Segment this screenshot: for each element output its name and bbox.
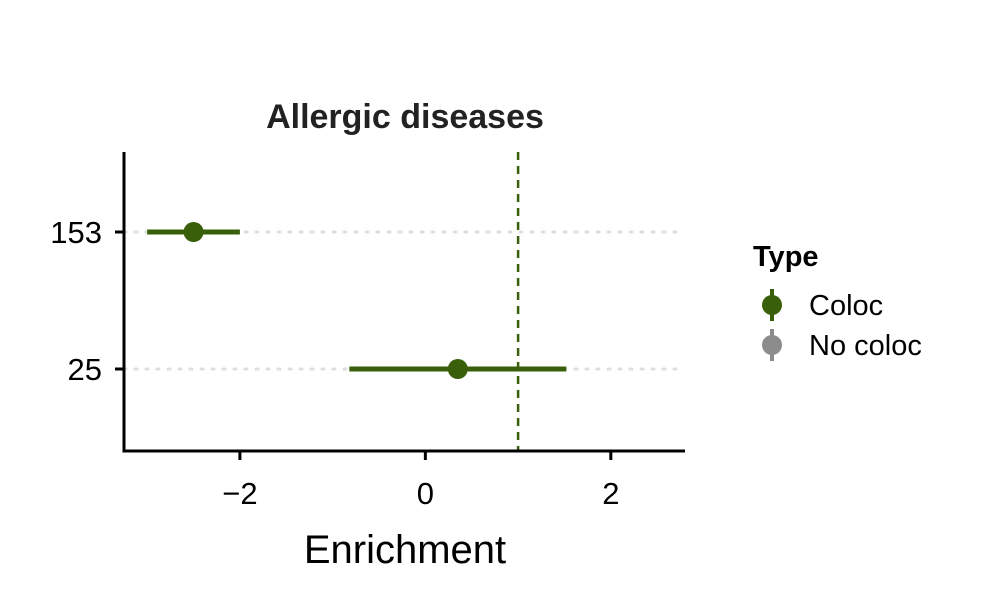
legend: Type Coloc No coloc — [753, 241, 922, 362]
x-axis-title: Enrichment — [304, 528, 506, 572]
y-tick-label: 153 — [50, 215, 102, 250]
data-layer — [147, 222, 567, 379]
chart-title: Allergic diseases — [266, 98, 544, 136]
x-tick-label: 2 — [602, 476, 619, 511]
data-point — [183, 222, 204, 242]
legend-key-point — [762, 295, 782, 315]
axes: 153 25 −2 0 2 — [50, 152, 685, 511]
legend-key-point — [762, 335, 782, 355]
x-tick-label: −2 — [222, 476, 257, 511]
legend-label: No coloc — [809, 330, 922, 362]
grid-lines — [122, 230, 687, 371]
x-tick-label: 0 — [417, 476, 434, 511]
y-tick-label: 25 — [68, 352, 102, 387]
data-point — [447, 359, 468, 379]
legend-title: Type — [753, 241, 819, 273]
legend-label: Coloc — [809, 290, 883, 322]
